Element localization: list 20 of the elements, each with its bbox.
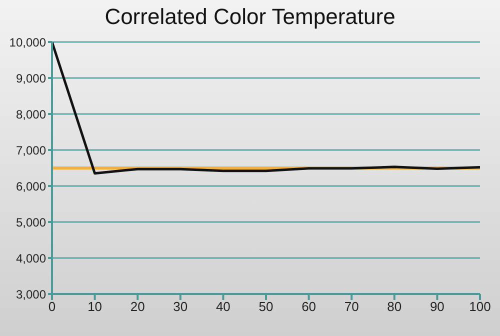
x-tick-label: 0	[48, 299, 56, 314]
y-tick-label: 10,000	[9, 35, 46, 50]
y-tick-label: 5,000	[16, 215, 46, 230]
y-tick-label: 3,000	[16, 287, 46, 302]
x-tick-label: 100	[469, 299, 491, 314]
x-tick-label: 90	[430, 299, 444, 314]
y-tick-label: 6,000	[16, 179, 46, 194]
x-tick-label: 10	[88, 299, 102, 314]
x-tick-label: 30	[173, 299, 188, 314]
y-tick-label: 8,000	[16, 107, 46, 122]
chart-title: Correlated Color Temperature	[104, 4, 396, 30]
x-tick-label: 80	[387, 299, 402, 314]
x-tick-label: 70	[344, 299, 359, 314]
y-tick-label: 7,000	[16, 143, 46, 158]
x-tick-label: 60	[302, 299, 316, 314]
x-tick-label: 40	[216, 299, 230, 314]
x-tick-label: 50	[258, 299, 274, 314]
y-tick-label: 4,000	[16, 251, 46, 266]
y-tick-label: 9,000	[16, 71, 46, 86]
x-tick-label: 20	[130, 299, 145, 314]
